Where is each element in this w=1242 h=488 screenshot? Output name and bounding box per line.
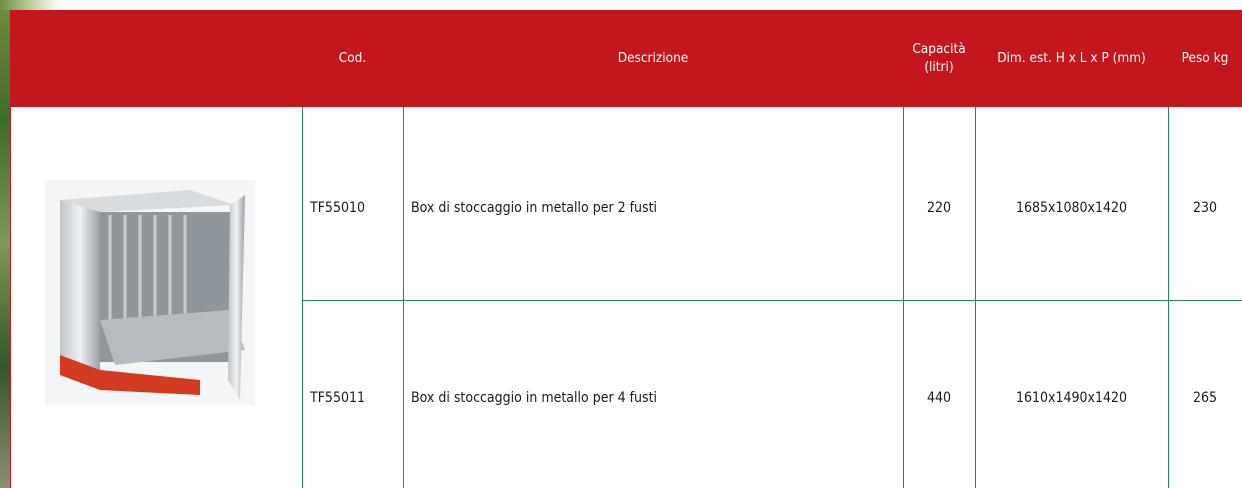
table-cell: 1610x1490x1420 <box>1015 390 1128 406</box>
table-cell: 265 <box>1192 390 1218 406</box>
header-cell: Dim. est. H x L x P (mm) <box>997 49 1146 66</box>
table-cell: Box di stoccaggio in metallo per 2 fusti <box>411 199 658 216</box>
background-photo <box>0 0 10 488</box>
table-header <box>10 10 1242 107</box>
column-border <box>403 107 404 488</box>
table-cell: TF55010 <box>310 199 365 216</box>
table-cell: 440 <box>926 390 952 406</box>
row-border <box>302 300 1242 301</box>
column-border <box>10 10 11 488</box>
table-cell: 220 <box>926 199 952 216</box>
header-cell: Peso kg <box>1181 49 1229 66</box>
header-cell: Descrizione <box>617 49 689 66</box>
table-cell: 230 <box>1192 199 1218 216</box>
product-image <box>45 180 255 405</box>
column-border <box>1168 107 1169 488</box>
column-border <box>975 107 976 488</box>
column-border <box>903 107 904 488</box>
header-cell: Capacità (litri) <box>912 40 966 75</box>
table-cell: TF55011 <box>310 390 365 406</box>
table-cell: Box di stoccaggio in metallo per 4 fusti <box>411 390 658 406</box>
column-border <box>302 107 303 488</box>
header-cell: Cod. <box>338 49 367 66</box>
background-photo <box>0 0 60 10</box>
table-cell: 1685x1080x1420 <box>1015 199 1128 216</box>
